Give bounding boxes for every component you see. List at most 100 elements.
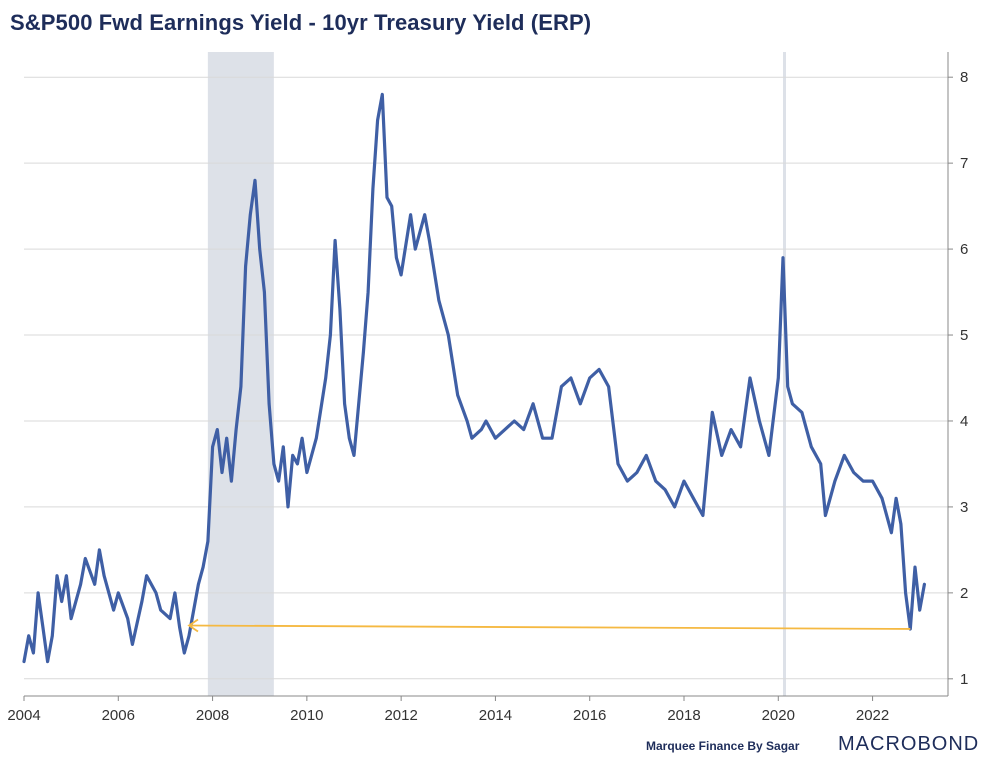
x-tick-label: 2004 [7, 707, 40, 724]
data-point [588, 377, 591, 379]
data-point [112, 609, 115, 611]
data-point [27, 635, 30, 637]
data-point [258, 248, 261, 250]
x-tick-label: 2008 [196, 707, 229, 724]
data-point [683, 480, 685, 482]
data-point [904, 592, 907, 594]
data-point [155, 592, 157, 594]
data-point [862, 480, 864, 482]
data-point [782, 256, 784, 259]
credit-text: Marquee Finance By Sagar [646, 739, 800, 753]
data-point [914, 566, 916, 568]
data-point [852, 471, 855, 474]
data-point [871, 480, 874, 482]
data-point [230, 480, 233, 482]
data-point [522, 428, 525, 431]
data-point [60, 600, 63, 603]
data-point [386, 196, 388, 199]
shaded-period-recession-2020 [783, 52, 786, 696]
data-point [551, 437, 553, 439]
data-point [438, 299, 440, 302]
data-point [240, 385, 242, 388]
data-point [654, 480, 657, 482]
data-point [645, 454, 648, 457]
data-point [834, 480, 836, 482]
data-point [636, 471, 638, 474]
data-point [145, 574, 148, 577]
data-point [282, 445, 285, 448]
data-point [334, 239, 336, 242]
data-point [598, 368, 600, 371]
data-point [188, 635, 190, 637]
data-point [291, 454, 294, 457]
data-point [513, 420, 516, 422]
data-point [881, 497, 883, 500]
data-point [32, 652, 35, 654]
data-point [174, 592, 176, 594]
data-point [485, 420, 487, 422]
data-point [626, 480, 629, 482]
data-point [273, 463, 275, 465]
annotation-arrow-line [188, 624, 911, 630]
data-point [786, 385, 789, 388]
x-tick-label: 2018 [667, 707, 700, 724]
data-point [400, 274, 402, 276]
data-point [480, 428, 483, 431]
data-point [824, 514, 827, 517]
data-point [923, 583, 926, 586]
series [22, 92, 927, 664]
data-point [456, 394, 459, 396]
data-point [65, 574, 68, 577]
data-point [225, 437, 228, 439]
data-point [414, 248, 417, 250]
data-point [739, 445, 742, 448]
data-point [801, 411, 803, 414]
data-point [324, 377, 327, 379]
data-point [353, 454, 355, 457]
data-point [216, 428, 219, 431]
data-point [607, 385, 610, 388]
data-point [777, 377, 780, 379]
data-point [42, 626, 44, 629]
data-point [207, 540, 209, 543]
y-tick-label: 5 [960, 327, 968, 344]
data-point [56, 574, 58, 577]
data-point [192, 609, 195, 611]
data-point [494, 437, 497, 439]
data-point [84, 557, 87, 560]
data-point [221, 471, 223, 474]
data-point [900, 523, 902, 525]
data-point [329, 334, 332, 336]
x-tick-label: 2014 [479, 707, 512, 724]
data-point [895, 497, 897, 500]
data-point [254, 179, 256, 182]
data-point [306, 471, 308, 474]
data-point [730, 428, 732, 431]
x-tick-label: 2012 [384, 707, 417, 724]
y-tick-label: 1 [960, 671, 968, 688]
data-point [532, 402, 534, 405]
data-point [372, 188, 374, 190]
recession-shading [207, 52, 786, 696]
data-point [46, 660, 49, 663]
data-point [301, 437, 303, 439]
data-point [466, 420, 468, 422]
data-point [296, 463, 299, 465]
x-tick-label: 2010 [290, 707, 323, 724]
data-point [541, 437, 544, 439]
data-point [169, 617, 171, 620]
data-point [504, 428, 506, 431]
data-point [141, 600, 143, 603]
data-point [159, 609, 162, 611]
data-point [673, 506, 676, 508]
y-tick-label: 6 [960, 241, 968, 258]
data-point [758, 420, 761, 422]
data-point [560, 385, 563, 388]
brand-logo: MACROBOND [838, 733, 980, 755]
x-tick-label: 2006 [102, 707, 135, 724]
data-point [263, 291, 266, 293]
data-point [390, 205, 393, 207]
data-point [570, 377, 572, 379]
y-tick-label: 3 [960, 499, 968, 516]
